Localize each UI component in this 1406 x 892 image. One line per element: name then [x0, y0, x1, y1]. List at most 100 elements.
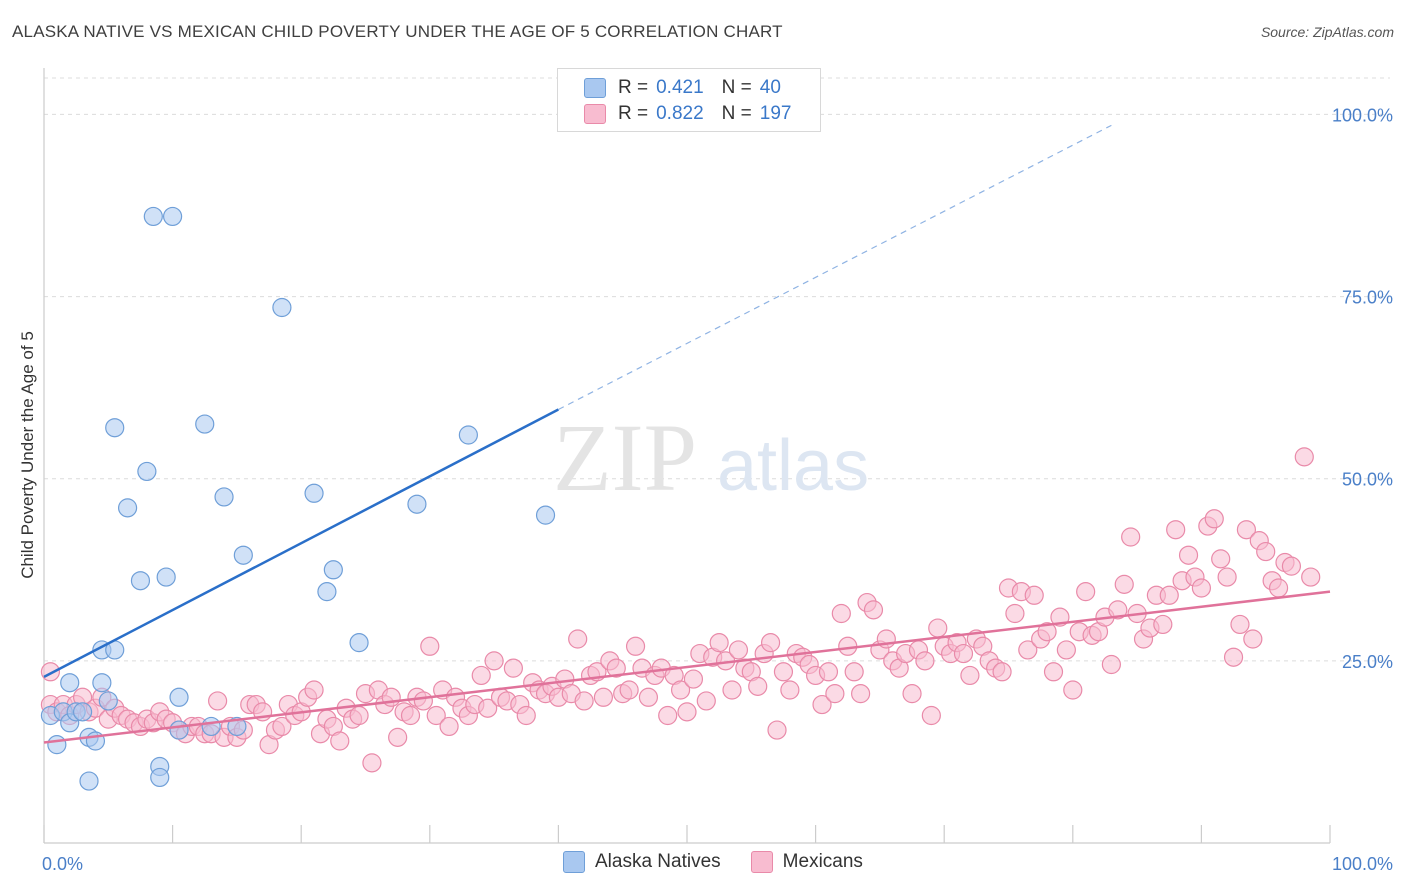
data-point [1018, 640, 1038, 660]
data-point [1223, 647, 1244, 667]
legend-r-value: 0.421 [656, 77, 704, 98]
series-legend: Alaska Natives Mexicans [563, 851, 863, 873]
data-point [317, 582, 337, 602]
data-point [79, 771, 99, 791]
source-label: Source: ZipAtlas.com [1260, 24, 1394, 40]
data-point [362, 753, 382, 773]
data-point [233, 545, 253, 565]
data-point [272, 297, 292, 318]
data-point [1153, 614, 1173, 635]
legend-swatch-blue [584, 78, 606, 98]
data-point [1204, 509, 1224, 529]
data-point [1076, 582, 1096, 602]
data-point [1063, 680, 1083, 700]
data-point [625, 636, 646, 656]
data-point [535, 505, 556, 525]
data-point [825, 684, 845, 704]
data-point [568, 629, 588, 649]
data-point [1121, 527, 1141, 547]
data-point [130, 571, 151, 591]
data-point [349, 633, 369, 653]
data-point [677, 702, 697, 722]
data-point [953, 643, 974, 664]
data-point [1005, 603, 1025, 624]
trend-line-mexicans [43, 590, 1331, 744]
legend-label-mexicans: Mexicans [782, 851, 863, 872]
tick-labels: 25.0% 50.0% 75.0% 100.0% 0.0% 100.0% [42, 105, 1393, 874]
data-point [40, 662, 61, 682]
data-point [1037, 622, 1057, 642]
data-point [195, 414, 215, 434]
trend-lines [43, 124, 1331, 744]
data-point [1268, 578, 1289, 598]
data-point [683, 669, 704, 689]
data-point [227, 716, 247, 737]
data-point [60, 673, 80, 693]
data-point [812, 694, 832, 715]
data-point [1230, 614, 1250, 635]
data-point [478, 698, 498, 718]
y-tick-label: 25.0% [1342, 652, 1393, 672]
data-point [388, 727, 408, 747]
data-point [349, 705, 369, 726]
trend-line-alaska-natives-extension [558, 124, 1112, 411]
data-point [137, 461, 157, 482]
legend-n-value: 40 [759, 77, 781, 98]
data-point [606, 658, 626, 678]
data-point [117, 498, 138, 518]
data-point [323, 560, 343, 580]
data-point [105, 418, 125, 438]
legend-r-label: R = [618, 103, 649, 124]
data-point [921, 705, 941, 726]
y-tick-label: 75.0% [1342, 288, 1393, 308]
legend-row-alaska-natives: R = 0.421 N = 40 [584, 77, 781, 99]
data-point [1294, 447, 1314, 467]
legend-swatch-pink [584, 104, 606, 124]
data-point [1056, 640, 1076, 660]
data-point [400, 705, 421, 726]
data-point [304, 483, 324, 503]
data-point [503, 658, 523, 678]
legend-swatch-mexicans [750, 851, 773, 873]
data-point [670, 680, 691, 700]
data-point [458, 425, 478, 445]
data-point [574, 691, 594, 711]
data-point [163, 206, 183, 227]
watermark: ZIP atlas [553, 404, 869, 511]
data-point [169, 687, 189, 707]
data-point [169, 720, 189, 740]
trend-line-alaska-natives [43, 408, 559, 678]
data-point [928, 618, 948, 638]
data-point [831, 603, 851, 624]
data-point [992, 662, 1012, 682]
data-point [420, 636, 440, 656]
legend-row-mexicans: R = 0.822 N = 197 [584, 103, 791, 125]
legend-n-label: N = [721, 77, 752, 98]
data-point [696, 691, 716, 711]
data-point [863, 600, 884, 620]
data-point [72, 702, 93, 722]
data-point [426, 705, 446, 726]
x-tick-label-end: 100.0% [1332, 854, 1393, 874]
data-point [1101, 654, 1121, 675]
data-point [638, 687, 659, 707]
data-point [722, 680, 742, 700]
correlation-legend: R = 0.421 N = 40 R = 0.822 N = 197 [557, 68, 821, 132]
watermark-zip: ZIP [553, 404, 697, 511]
data-point [1043, 662, 1064, 682]
data-point [272, 716, 292, 737]
legend-r-value: 0.822 [656, 103, 704, 124]
data-point [728, 640, 749, 660]
data-point [1281, 556, 1302, 576]
y-tick-label: 100.0% [1332, 105, 1393, 125]
y-axis-title: Child Poverty Under the Age of 5 [18, 331, 37, 579]
data-point [773, 662, 794, 682]
legend-r-label: R = [618, 77, 649, 98]
data-point [748, 676, 768, 696]
data-point [1159, 585, 1179, 605]
x-tick-label-start: 0.0% [42, 854, 83, 874]
data-point [851, 684, 871, 704]
data-point [1114, 574, 1134, 594]
data-point [98, 691, 118, 711]
